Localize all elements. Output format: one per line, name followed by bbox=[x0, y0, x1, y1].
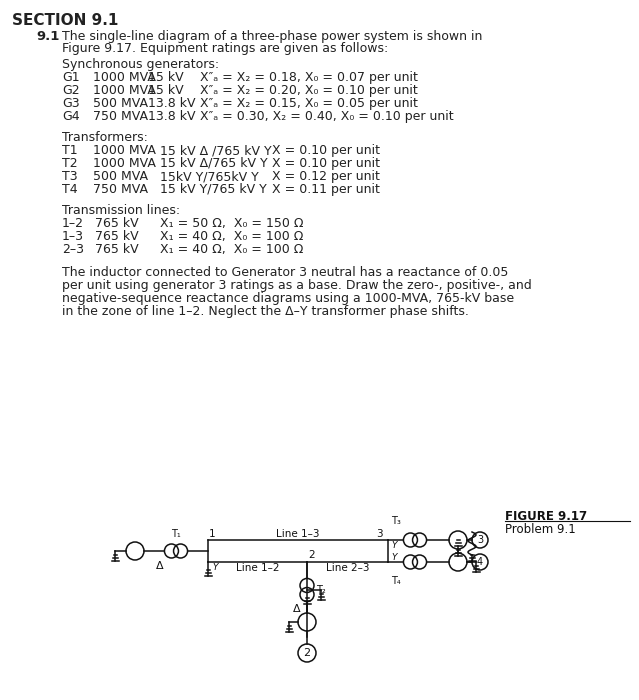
Text: T3: T3 bbox=[62, 170, 77, 183]
Text: G3: G3 bbox=[62, 97, 80, 110]
Text: SECTION 9.1: SECTION 9.1 bbox=[12, 13, 118, 28]
Text: X₁ = 50 Ω,  X₀ = 150 Ω: X₁ = 50 Ω, X₀ = 150 Ω bbox=[160, 217, 304, 230]
Text: The single-line diagram of a three-phase power system is shown in: The single-line diagram of a three-phase… bbox=[62, 30, 482, 43]
Text: 3: 3 bbox=[477, 535, 483, 545]
Text: Y: Y bbox=[212, 564, 217, 573]
Text: X″ₐ = X₂ = 0.20, X₀ = 0.10 per unit: X″ₐ = X₂ = 0.20, X₀ = 0.10 per unit bbox=[200, 84, 418, 97]
Text: 2: 2 bbox=[304, 648, 311, 658]
Text: 765 kV: 765 kV bbox=[95, 230, 139, 243]
Text: Figure 9.17. Equipment ratings are given as follows:: Figure 9.17. Equipment ratings are given… bbox=[62, 42, 389, 55]
Text: The inductor connected to Generator 3 neutral has a reactance of 0.05: The inductor connected to Generator 3 ne… bbox=[62, 266, 509, 279]
Text: 500 MVA: 500 MVA bbox=[93, 170, 148, 183]
Text: per unit using generator 3 ratings as a base. Draw the zero-, positive-, and: per unit using generator 3 ratings as a … bbox=[62, 279, 532, 292]
Text: 15 kV: 15 kV bbox=[148, 71, 183, 84]
Text: 765 kV: 765 kV bbox=[95, 243, 139, 256]
Text: T₂: T₂ bbox=[316, 585, 326, 595]
Text: 2–3: 2–3 bbox=[62, 243, 84, 256]
Text: Line 2–3: Line 2–3 bbox=[326, 563, 369, 573]
Text: T₃: T₃ bbox=[391, 516, 401, 526]
Text: T1: T1 bbox=[62, 144, 77, 157]
Text: G4: G4 bbox=[62, 110, 80, 123]
Text: 1: 1 bbox=[209, 529, 215, 539]
Text: 13.8 kV: 13.8 kV bbox=[148, 97, 196, 110]
Text: FIGURE 9.17: FIGURE 9.17 bbox=[505, 510, 587, 523]
Text: Synchronous generators:: Synchronous generators: bbox=[62, 58, 219, 71]
Text: 4: 4 bbox=[477, 557, 483, 567]
Text: Transmission lines:: Transmission lines: bbox=[62, 204, 180, 217]
Text: 1000 MVA: 1000 MVA bbox=[93, 84, 156, 97]
Text: 15 kV Y/765 kV Y: 15 kV Y/765 kV Y bbox=[160, 183, 266, 196]
Text: 15 kV Δ /765 kV Y: 15 kV Δ /765 kV Y bbox=[160, 144, 272, 157]
Text: 15 kV Δ/765 kV Y: 15 kV Δ/765 kV Y bbox=[160, 157, 268, 170]
Text: 1–2: 1–2 bbox=[62, 217, 84, 230]
Text: X″ₐ = 0.30, X₂ = 0.40, X₀ = 0.10 per unit: X″ₐ = 0.30, X₂ = 0.40, X₀ = 0.10 per uni… bbox=[200, 110, 454, 123]
Text: 765 kV: 765 kV bbox=[95, 217, 139, 230]
Text: in the zone of line 1–2. Neglect the Δ–Y transformer phase shifts.: in the zone of line 1–2. Neglect the Δ–Y… bbox=[62, 305, 469, 318]
Text: 1000 MVA: 1000 MVA bbox=[93, 71, 156, 84]
Text: Line 1–2: Line 1–2 bbox=[236, 563, 279, 573]
Text: Line 1–3: Line 1–3 bbox=[276, 529, 320, 539]
Text: Δ: Δ bbox=[293, 604, 301, 614]
Text: 500 MVA: 500 MVA bbox=[93, 97, 148, 110]
Text: Y: Y bbox=[391, 552, 397, 561]
Text: 2: 2 bbox=[308, 550, 314, 560]
Text: 1000 MVA: 1000 MVA bbox=[93, 157, 156, 170]
Text: T₁: T₁ bbox=[171, 529, 181, 539]
Text: X₁ = 40 Ω,  X₀ = 100 Ω: X₁ = 40 Ω, X₀ = 100 Ω bbox=[160, 243, 304, 256]
Text: 750 MVA: 750 MVA bbox=[93, 110, 148, 123]
Text: 1–3: 1–3 bbox=[62, 230, 84, 243]
Text: T2: T2 bbox=[62, 157, 77, 170]
Text: X = 0.11 per unit: X = 0.11 per unit bbox=[272, 183, 380, 196]
Text: X = 0.12 per unit: X = 0.12 per unit bbox=[272, 170, 380, 183]
Text: 3: 3 bbox=[376, 529, 383, 539]
Text: X₁ = 40 Ω,  X₀ = 100 Ω: X₁ = 40 Ω, X₀ = 100 Ω bbox=[160, 230, 304, 243]
Text: negative-sequence reactance diagrams using a 1000-MVA, 765-kV base: negative-sequence reactance diagrams usi… bbox=[62, 292, 514, 305]
Text: Δ: Δ bbox=[156, 561, 163, 571]
Text: T4: T4 bbox=[62, 183, 77, 196]
Text: X″ₐ = X₂ = 0.15, X₀ = 0.05 per unit: X″ₐ = X₂ = 0.15, X₀ = 0.05 per unit bbox=[200, 97, 418, 110]
Text: 13.8 kV: 13.8 kV bbox=[148, 110, 196, 123]
Text: 1000 MVA: 1000 MVA bbox=[93, 144, 156, 157]
Text: X = 0.10 per unit: X = 0.10 per unit bbox=[272, 157, 380, 170]
Text: Transformers:: Transformers: bbox=[62, 131, 148, 144]
Text: 15 kV: 15 kV bbox=[148, 84, 183, 97]
Text: 15kV Y/765kV Y: 15kV Y/765kV Y bbox=[160, 170, 259, 183]
Text: Problem 9.1: Problem 9.1 bbox=[505, 523, 576, 536]
Text: 750 MVA: 750 MVA bbox=[93, 183, 148, 196]
Text: G1: G1 bbox=[62, 71, 80, 84]
Text: 9.1: 9.1 bbox=[36, 30, 59, 43]
Text: X = 0.10 per unit: X = 0.10 per unit bbox=[272, 144, 380, 157]
Text: G2: G2 bbox=[62, 84, 80, 97]
Text: Y: Y bbox=[391, 540, 397, 550]
Text: T₄: T₄ bbox=[391, 576, 401, 586]
Text: X″ₐ = X₂ = 0.18, X₀ = 0.07 per unit: X″ₐ = X₂ = 0.18, X₀ = 0.07 per unit bbox=[200, 71, 418, 84]
